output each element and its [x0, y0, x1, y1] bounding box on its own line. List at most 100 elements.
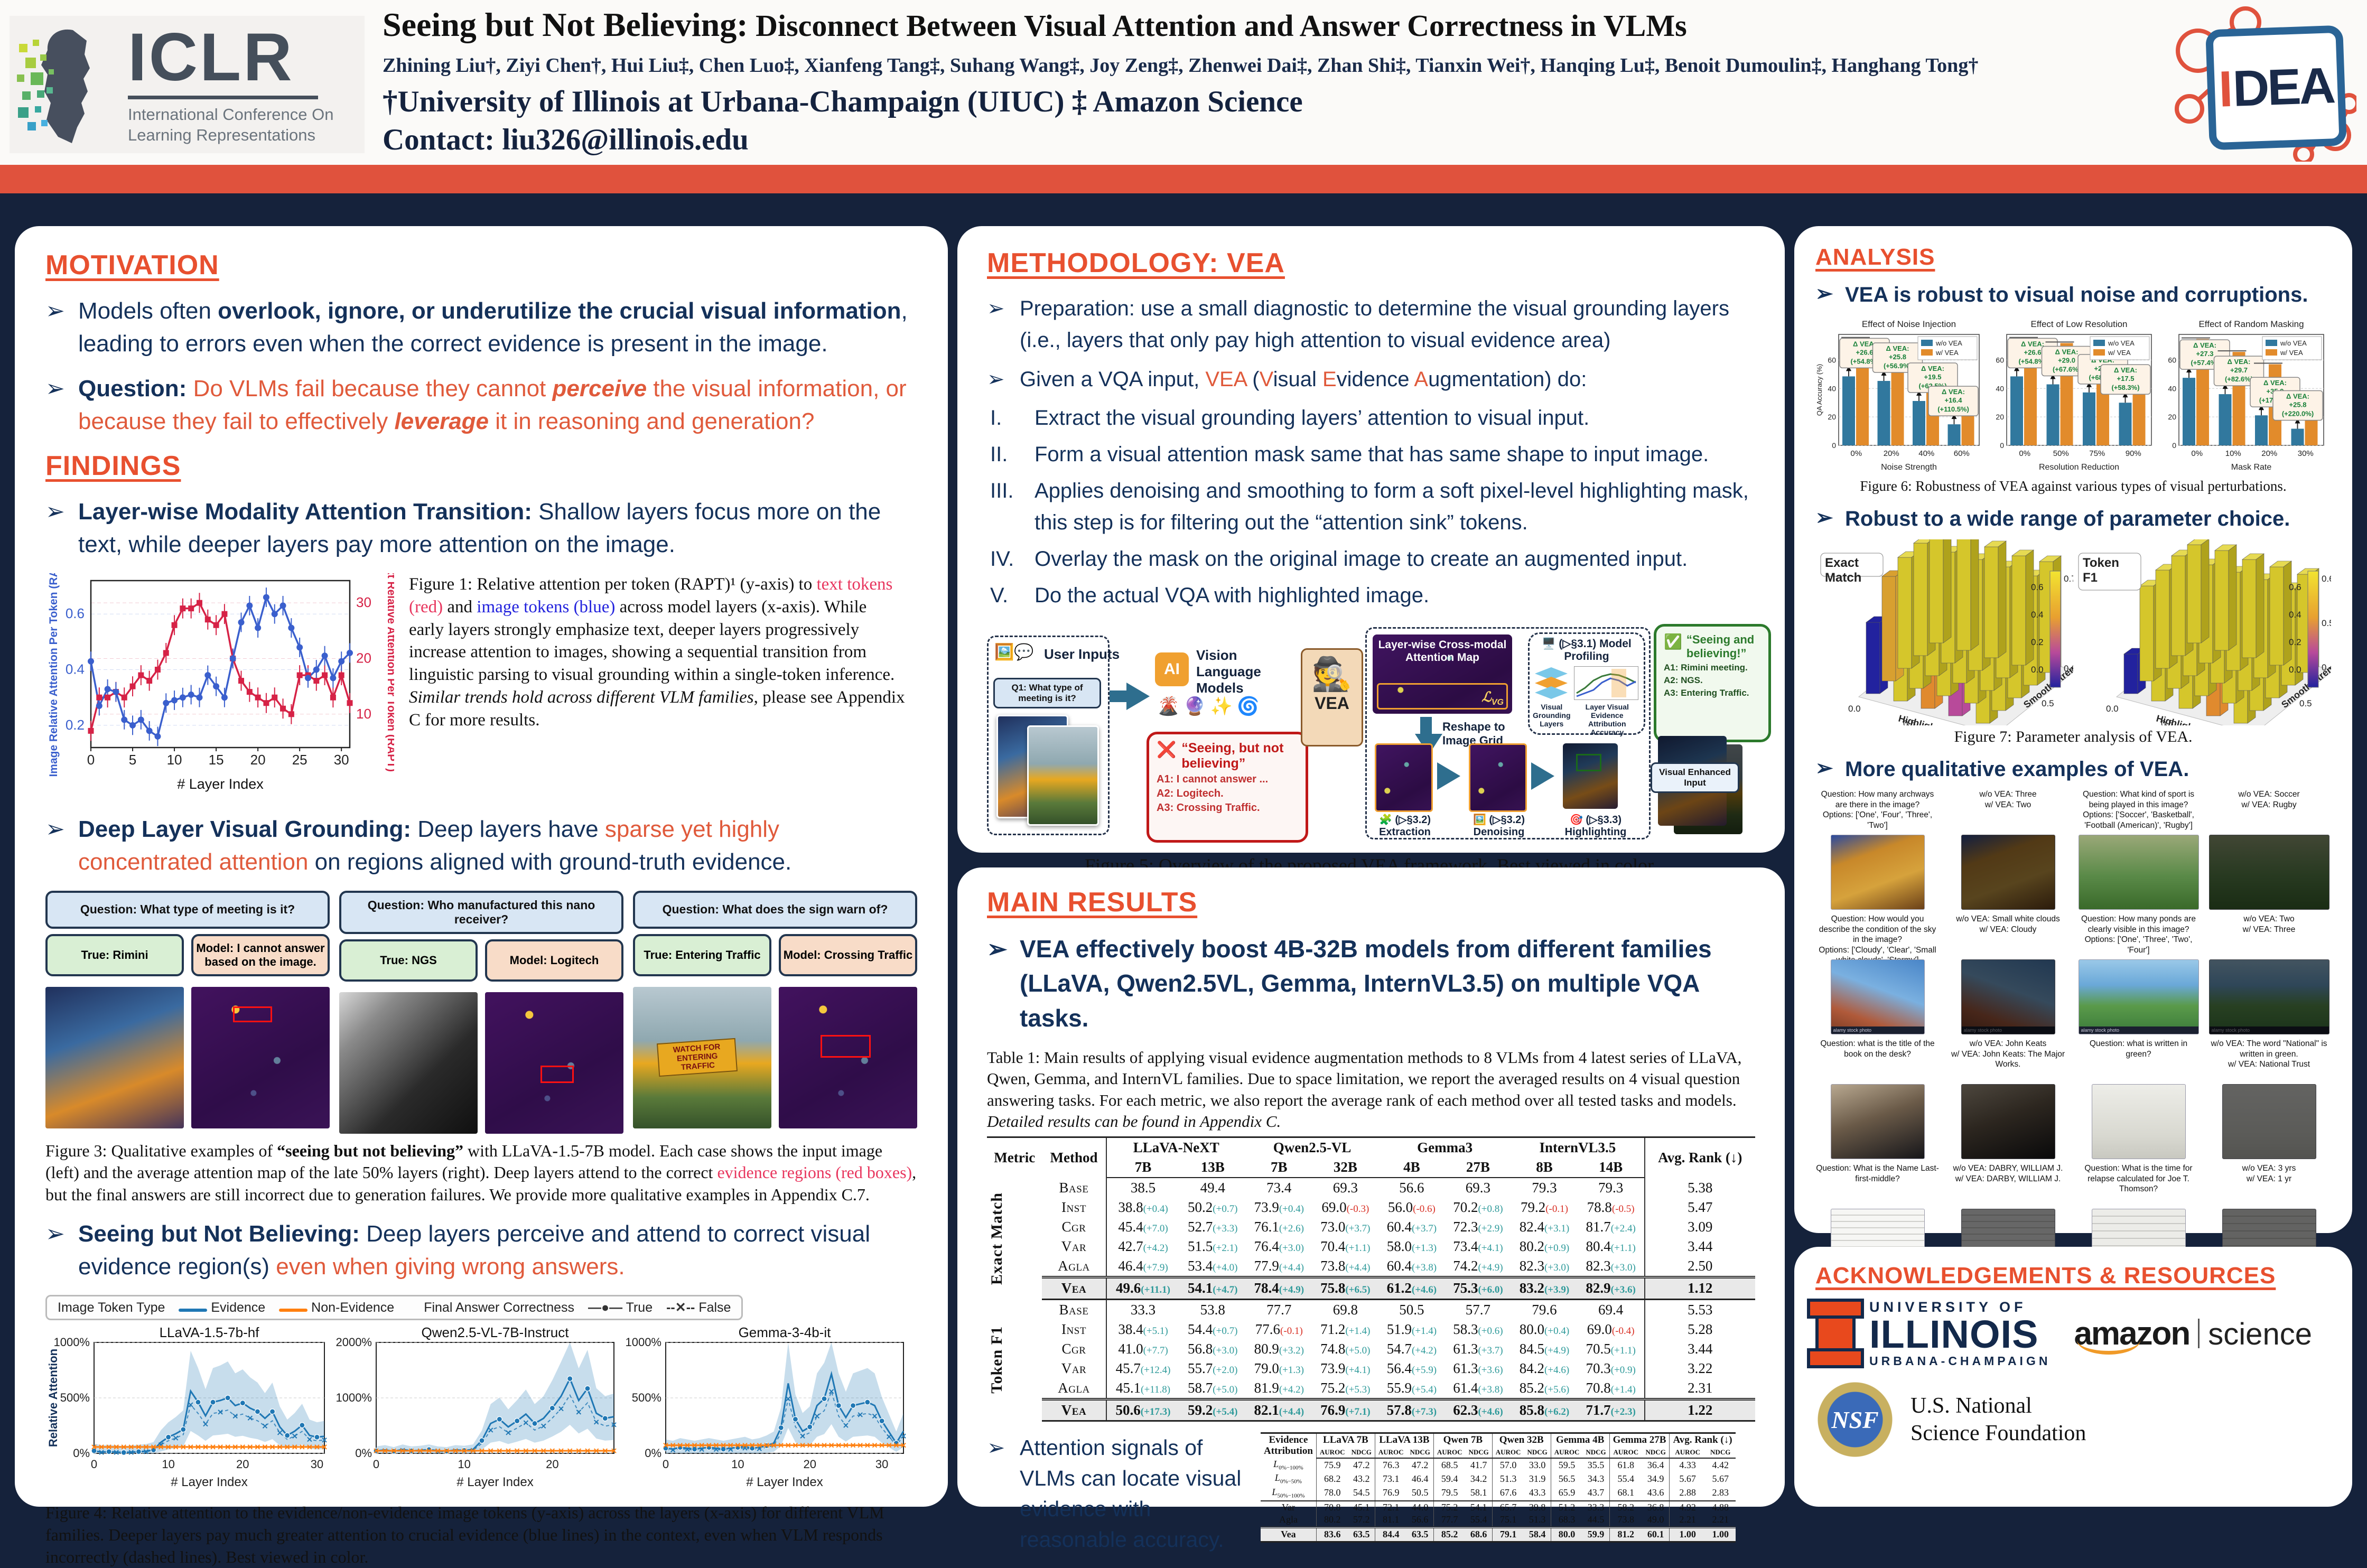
- svg-text:0.4: 0.4: [66, 661, 85, 677]
- svg-text:Δ VEA:: Δ VEA:: [2114, 366, 2137, 374]
- evidence-row-label: L50%−100%: [1272, 1486, 1305, 1499]
- evidence-cell: 43.2: [1353, 1473, 1370, 1484]
- extraction-map: [1375, 743, 1433, 813]
- highlighting-label: 🎯 (▷§3.3) Highlighting: [1564, 814, 1627, 838]
- result-cell: 70.2(+0.8): [1453, 1199, 1503, 1216]
- result-cell: 55.9(+5.4): [1386, 1379, 1437, 1396]
- illinois-block-i-icon: [1807, 1299, 1864, 1368]
- qual-answer-cell: w/o VEA: Soccer w/ VEA: Rugby: [2207, 789, 2331, 910]
- svg-text:0.5: 0.5: [2042, 698, 2054, 708]
- result-cell: 75.3(+6.0): [1445, 1276, 1512, 1300]
- svg-text:# Layer Index: # Layer Index: [171, 1475, 247, 1489]
- analysis-heading: ANALYSIS: [1815, 244, 1935, 270]
- motivation-bullet-2: Question: Do VLMs fail because they cann…: [45, 372, 917, 438]
- table1-header: 7B: [1246, 1158, 1312, 1179]
- evidence-cell: 63.5: [1348, 1526, 1375, 1543]
- svg-text:Δ VEA:: Δ VEA:: [1942, 388, 1965, 396]
- qual-original-image: alamy stock photo: [1830, 959, 1925, 1035]
- table1-row: Cgr 41.0(+7.7) 56.8(+3.0) 80.9(+3.2) 74.8(+5…: [987, 1339, 1755, 1359]
- attribution-mini-chart: [1573, 666, 1638, 701]
- svg-text:50%: 50%: [2053, 449, 2069, 458]
- svg-text:w/o VEA: w/o VEA: [2108, 339, 2135, 347]
- result-cell: 62.3(+4.6): [1445, 1397, 1512, 1422]
- evidence-cell: 84.4: [1374, 1526, 1407, 1543]
- result-cell: 74.8(+5.0): [1320, 1340, 1371, 1357]
- fig3-answers: True: Rimini Model: I cannot answer based…: [45, 934, 330, 976]
- qual-original-image: [2091, 1084, 2186, 1160]
- arrow: [1110, 690, 1127, 703]
- evidence-cell: 31.9: [1529, 1473, 1546, 1484]
- evidence-cell: 35.5: [1587, 1459, 1605, 1470]
- evidence-cell: 85.2: [1433, 1526, 1466, 1543]
- svg-text:0.2: 0.2: [2031, 637, 2044, 647]
- qual-original-image: [1830, 835, 1925, 910]
- svg-text:(+56.9%): (+56.9%): [1884, 362, 1912, 370]
- figure4-caption: Figure 4: Relative attention to the evid…: [45, 1503, 884, 1566]
- fig3-input-image: [339, 992, 478, 1134]
- figure6-chart: Effect of Noise Injection 0 20 40 60 0% Δ VEA:…: [1815, 319, 1980, 472]
- evidence-sub-header: NDCG: [1348, 1447, 1375, 1459]
- evidence-row: Var 70.8 45.1 72.1 44.0 75.2 54.1 65.7 39.8 51.2 3…: [1261, 1500, 1736, 1514]
- fig5-user-label: User Inputs: [1044, 646, 1120, 662]
- table1-row: Vea 50.6(+17.3) 59.2(+5.4) 82.1(+4.4) 76.9(+…: [987, 1397, 1755, 1422]
- table1-header: InternVL3.5: [1511, 1136, 1645, 1158]
- result-cell: 58.0(+1.3): [1386, 1238, 1437, 1255]
- evidence-cell: 67.6: [1492, 1486, 1524, 1501]
- svg-text:Δ VEA:: Δ VEA:: [2055, 348, 2078, 356]
- svg-text:75%: 75%: [2089, 449, 2105, 458]
- step-number: I.: [990, 406, 1002, 430]
- result-cell: 73.9(+0.4): [1254, 1199, 1304, 1216]
- evidence-cell: 51.3: [1492, 1472, 1524, 1486]
- avg-rank-cell: 5.47: [1644, 1198, 1755, 1218]
- svg-text:0: 0: [91, 1458, 97, 1471]
- table1-header: 13B: [1179, 1158, 1246, 1179]
- analysis-bullet-3: More qualitative examples of VEA.: [1815, 753, 2331, 785]
- iclr-subtitle: International Conference On Learning Repr…: [128, 105, 334, 144]
- result-cell: 73.4(+4.1): [1453, 1238, 1503, 1255]
- result-cell: 45.1(+11.8): [1115, 1379, 1171, 1396]
- figure7-caption: Figure 7: Parameter analysis of VEA.: [1954, 727, 2193, 745]
- qual-answer-cell: w/o VEA: Small white clouds w/ VEA: Clou…: [1946, 914, 2070, 1035]
- result-cell: 56.8(+3.0): [1188, 1340, 1238, 1357]
- result-cell: 76.9(+7.1): [1312, 1397, 1379, 1422]
- svg-text:30: 30: [311, 1458, 323, 1471]
- evidence-sub-header: AUROC: [1669, 1447, 1706, 1459]
- evidence-cell: 34.2: [1470, 1473, 1487, 1484]
- svg-text:0: 0: [663, 1458, 669, 1471]
- svg-text:20: 20: [250, 752, 266, 768]
- evidence-cell: 56.5: [1550, 1472, 1583, 1486]
- evidence-sub-header: AUROC: [1316, 1447, 1348, 1459]
- svg-text:0: 0: [2172, 441, 2176, 450]
- svg-text:+17.5: +17.5: [2117, 375, 2135, 382]
- svg-text:30: 30: [875, 1458, 888, 1471]
- evidence-cell: 73.8: [1609, 1514, 1642, 1528]
- evidence-sub-header: NDCG: [1524, 1447, 1551, 1459]
- evidence-header: Evidence Attribution: [1261, 1432, 1317, 1458]
- table1-header: Method: [1042, 1136, 1107, 1178]
- evidence-cell: 36.8: [1642, 1500, 1670, 1514]
- svg-text:Δ VEA:: Δ VEA:: [1921, 365, 1944, 372]
- evidence-cell: 2.83: [1712, 1487, 1729, 1498]
- table1-header: 27B: [1445, 1158, 1512, 1179]
- table1-row: Token F1 Base 33.3 53.8 77.7 69.8 50.5 57.7 79.6…: [987, 1299, 1755, 1394]
- result-cell: 74.2(+4.9): [1453, 1258, 1503, 1274]
- svg-text:+27.3: +27.3: [2196, 350, 2214, 358]
- result-cell: 78.8(-0.5): [1587, 1199, 1635, 1216]
- result-cell: 57.8(+7.3): [1378, 1397, 1445, 1422]
- iclr-wordmark: ICLR: [128, 19, 294, 95]
- svg-text:# Layer Index: # Layer Index: [746, 1475, 823, 1489]
- method-name: Agla: [1042, 1256, 1107, 1277]
- evidence-cell: 60.1: [1642, 1526, 1670, 1543]
- table1-row: Agla 45.1(+11.8) 58.7(+5.0) 81.9(+4.2) 75.2(…: [987, 1378, 1755, 1399]
- svg-text:Image Relative Attention Per T: Image Relative Attention Per Token (RAPT…: [48, 573, 60, 777]
- method-step: III. Applies denoising and smoothing to f…: [990, 475, 1755, 538]
- figure4-subplot: Qwen2.5-VL-7B-Instruct 0% 1000% 2000% 0 10 20 #…: [336, 1324, 617, 1489]
- table1-header: Gemma3: [1378, 1136, 1512, 1158]
- fig5-user-box: [987, 636, 1110, 836]
- step-number: II.: [990, 443, 1008, 466]
- evidence-cell: 4.42: [1712, 1459, 1729, 1470]
- svg-text:0%: 0%: [1850, 449, 1862, 458]
- evidence-row: Agla 80.2 57.2 81.1 56.6 77.7 55.4 75.1 51.3 68.3…: [1261, 1514, 1736, 1528]
- result-cell: 79.0(+1.3): [1254, 1360, 1304, 1376]
